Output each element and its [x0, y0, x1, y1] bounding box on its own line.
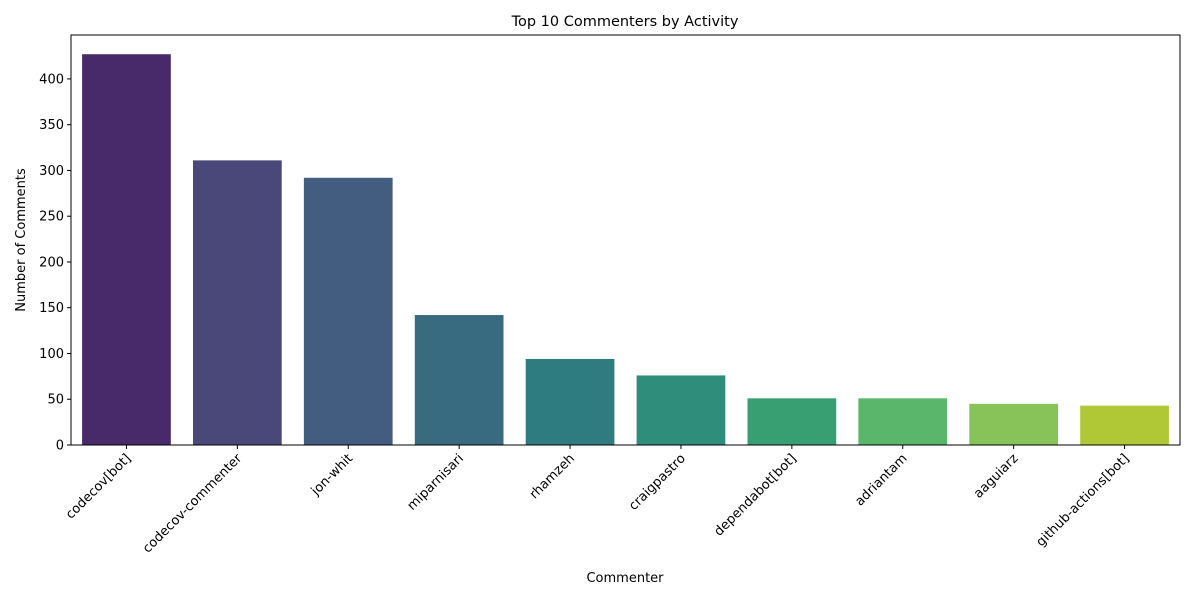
- x-tick-label: adriantam: [853, 451, 911, 509]
- plot-area: 0 50 100 150 200 250 300 350 400 codecov[bot] code…: [39, 34, 1181, 557]
- x-tick-label: rhamzeh: [527, 451, 578, 502]
- bar-4: [525, 358, 615, 445]
- y-tick-label: 350: [39, 118, 64, 133]
- bar-9: [1080, 405, 1169, 445]
- y-tick-label: 50: [47, 393, 64, 408]
- x-tick-label: codecov[bot]: [63, 451, 134, 522]
- x-tick-label: github-actions[bot]: [1034, 451, 1133, 550]
- y-tick-label: 100: [39, 347, 64, 362]
- axes-frame: [70, 34, 1181, 446]
- bar-6: [747, 398, 837, 445]
- bar-7: [858, 398, 948, 445]
- y-tick-label: 150: [39, 301, 64, 316]
- x-tick-label: jon-whit: [308, 451, 356, 499]
- bar-0: [82, 54, 171, 445]
- bar-1: [192, 160, 282, 445]
- x-tick-label: craigpastro: [626, 451, 689, 514]
- y-tick-label: 300: [39, 164, 64, 179]
- x-tick-label: codecov-commenter: [140, 451, 246, 557]
- x-tick-label: miparnisari: [405, 451, 467, 513]
- y-tick-label: 250: [39, 210, 64, 225]
- bar-3: [414, 315, 504, 445]
- x-tick-label: aaguiarz: [971, 451, 1021, 501]
- y-tick-label: 200: [39, 255, 64, 270]
- chart-title: Top 10 Commenters by Activity: [511, 14, 739, 30]
- bar-2: [303, 177, 393, 445]
- y-tick-label: 0: [56, 439, 64, 454]
- bar-5: [636, 375, 726, 445]
- x-tick-label: dependabot[bot]: [711, 451, 799, 539]
- y-axis-label: Number of Comments: [14, 168, 29, 312]
- x-axis-label: Commenter: [586, 571, 664, 586]
- y-tick-label: 400: [39, 72, 64, 87]
- bar-8: [969, 403, 1059, 445]
